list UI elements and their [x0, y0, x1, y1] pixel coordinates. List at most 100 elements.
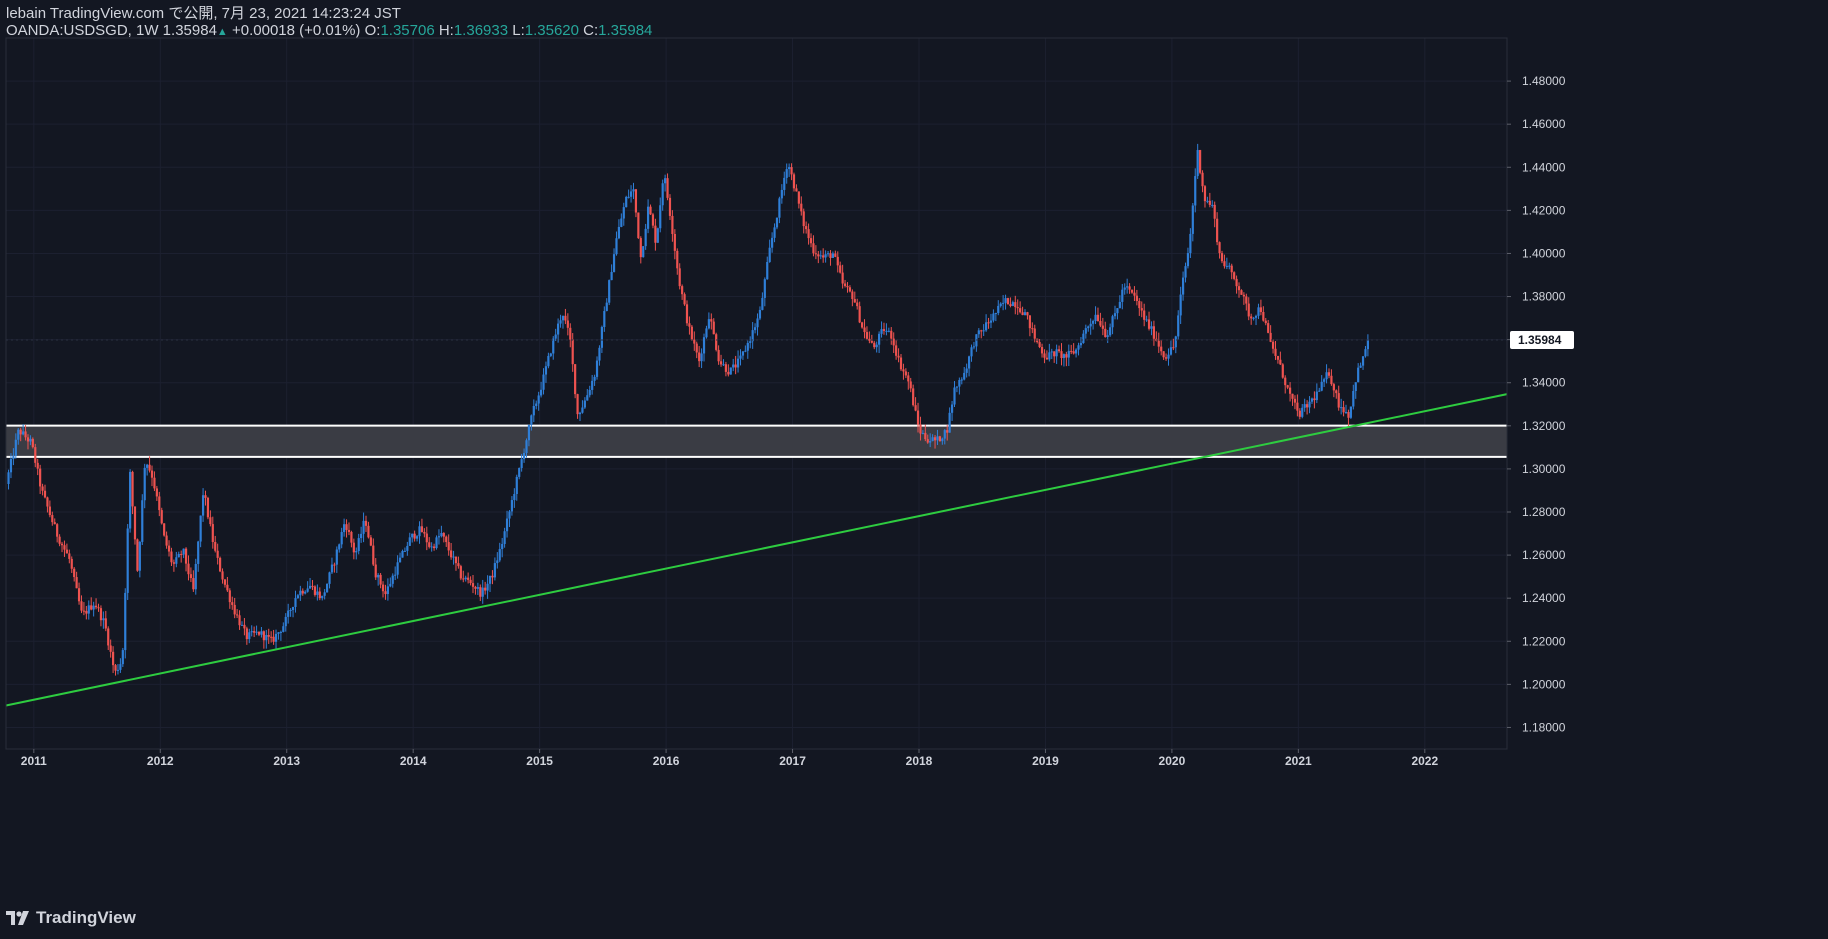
candle-body: [328, 572, 331, 584]
support-zone[interactable]: [6, 425, 1507, 457]
candle-body: [980, 330, 983, 332]
candle-body: [279, 631, 282, 633]
candle-body: [792, 174, 796, 189]
candle-body: [160, 510, 163, 524]
candle-body: [386, 586, 389, 595]
candle-body: [525, 440, 528, 453]
candle-body: [138, 541, 141, 571]
candle-body: [612, 254, 616, 272]
candle-body: [724, 364, 728, 372]
candle-body: [384, 591, 387, 595]
candle-body: [413, 533, 416, 539]
candle-body: [318, 591, 321, 599]
symbol-label[interactable]: OANDA:USDSGD, 1W 1.35984: [6, 22, 217, 39]
candle-body: [812, 243, 815, 254]
candle-body: [535, 403, 538, 406]
candle-body: [707, 319, 710, 329]
x-tick-label: 2019: [1032, 754, 1059, 768]
candle-body: [1349, 406, 1352, 418]
candle-body: [916, 410, 920, 425]
candle-body: [153, 477, 156, 489]
candle-body: [758, 309, 762, 319]
candle-body: [182, 548, 185, 555]
candle-body: [722, 364, 725, 366]
candle-body: [406, 545, 409, 551]
candle-body: [1186, 253, 1190, 267]
candle-body: [1228, 265, 1231, 267]
candle-body: [41, 486, 44, 491]
candle-body: [1123, 287, 1126, 290]
candle-body: [340, 532, 343, 545]
candle-body: [1031, 328, 1034, 330]
candle-body: [629, 191, 633, 197]
candle-body: [97, 607, 100, 609]
candle-body: [542, 374, 545, 390]
candle-body: [1181, 277, 1185, 295]
candle-body: [486, 583, 489, 591]
candle-body: [1140, 308, 1143, 311]
candle-body: [163, 523, 166, 536]
candle-body: [301, 590, 304, 594]
candle-body: [167, 545, 171, 552]
candle-body: [330, 564, 334, 573]
candle-body: [257, 631, 261, 635]
candle-body: [394, 574, 397, 576]
candle-body: [1191, 205, 1194, 234]
open-value: 1.35706: [380, 22, 435, 39]
candle-body: [683, 294, 686, 305]
candle-body: [1352, 390, 1355, 407]
candle-body: [415, 536, 419, 539]
candle-body: [1009, 304, 1012, 306]
candle-body: [46, 497, 49, 507]
candle-body: [914, 405, 917, 411]
candle-body: [505, 518, 509, 532]
y-tick-label: 1.24000: [1522, 591, 1566, 605]
change-value: +0.00018 (+0.01%): [231, 22, 361, 39]
candle-body: [53, 522, 56, 525]
candle-body: [428, 542, 431, 547]
candle-body: [184, 548, 188, 564]
candle-body: [1040, 347, 1044, 354]
candle-body: [530, 415, 533, 426]
candle-body: [909, 381, 912, 389]
candle-body: [1072, 351, 1075, 354]
candle-body: [311, 585, 314, 587]
candle-body: [860, 322, 864, 328]
candle-body: [1050, 351, 1053, 353]
candle-body: [146, 464, 149, 468]
candle-body: [1138, 301, 1141, 309]
candle-body: [265, 635, 268, 641]
candle-body: [141, 500, 144, 542]
candle-body: [1271, 341, 1275, 349]
candle-body: [99, 608, 103, 621]
candle-body: [452, 556, 455, 558]
y-tick-label: 1.44000: [1522, 160, 1566, 174]
candle-body: [85, 610, 88, 614]
chart-frame: [5, 37, 1508, 750]
x-tick-label: 2013: [273, 754, 300, 768]
trendline[interactable]: [5, 393, 1508, 707]
candle-body: [807, 229, 810, 239]
candle-body: [1276, 355, 1280, 360]
candle-body: [1247, 303, 1250, 317]
candle-body: [756, 318, 759, 328]
candle-body: [1301, 407, 1304, 417]
candle-body: [192, 578, 195, 590]
candle-body: [440, 533, 443, 537]
candle-body: [1327, 372, 1331, 376]
candle-body: [836, 256, 839, 266]
candle-body: [34, 447, 37, 463]
candle-body: [1332, 384, 1335, 391]
y-tick-label: 1.30000: [1522, 462, 1566, 476]
candle-body: [929, 441, 932, 443]
candle-body: [204, 495, 207, 498]
y-tick-label: 1.32000: [1522, 419, 1566, 433]
candle-body: [1330, 375, 1333, 385]
candle-body: [1048, 352, 1051, 360]
candle-body: [1288, 387, 1292, 394]
candle-body: [1084, 328, 1087, 334]
y-tick-label: 1.34000: [1522, 376, 1566, 390]
tradingview-logo[interactable]: TradingView: [6, 908, 136, 928]
candle-body: [1067, 350, 1070, 358]
